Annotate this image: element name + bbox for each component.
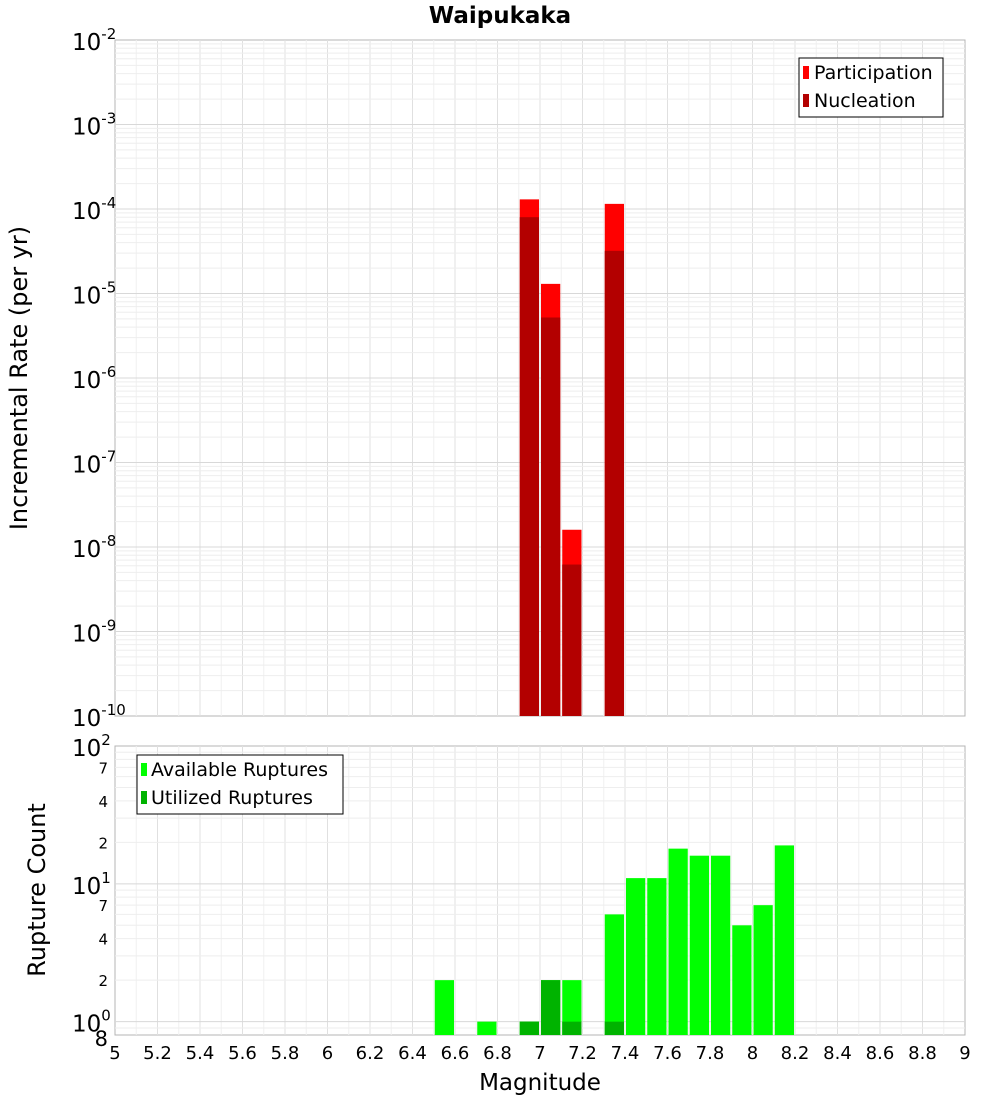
bottom-bar-utilized-ruptures xyxy=(541,980,561,1035)
top-y-axis-label: Incremental Rate (per yr) xyxy=(5,226,33,530)
bottom-bar-available-ruptures xyxy=(562,980,582,1035)
x-tick-label: 8.8 xyxy=(908,1043,937,1064)
x-axis-label: Magnitude xyxy=(479,1070,601,1096)
bottom-y-tick-label: 101 xyxy=(72,869,111,900)
bottom-bar-available-ruptures xyxy=(732,925,752,1035)
top-y-tick-label: 10-10 xyxy=(72,701,126,732)
x-tick-label: 9 xyxy=(959,1043,970,1064)
x-tick-label: 7.4 xyxy=(611,1043,640,1064)
x-tick-labels: 5 5.2 5.4 5.6 5.8 6 6.2 6.4 6.6 6.8 7 7.2 7.4 7.6 7.8 8… xyxy=(109,1043,970,1064)
bottom-y-tick-label: 4 xyxy=(98,931,108,949)
bottom-legend-box xyxy=(136,754,344,815)
top-plot: 10-10 10-9 10-8 10-7 10-6 10-5 10-4 10-3 10-2 In… xyxy=(5,25,966,732)
top-y-tick-label: 10-3 xyxy=(72,110,116,141)
bottom-bar-available-ruptures xyxy=(626,878,646,1035)
x-tick-label: 6.6 xyxy=(441,1043,470,1064)
bottom-bar-available-ruptures xyxy=(753,905,773,1035)
top-y-tick-label: 10-9 xyxy=(72,617,116,648)
top-y-tick-labels: 10-10 10-9 10-8 10-7 10-6 10-5 10-4 10-3 10-2 xyxy=(72,25,126,732)
legend-swatch-available xyxy=(141,763,147,776)
x-tick-label: 8.4 xyxy=(823,1043,852,1064)
bottom-bar-utilized-ruptures xyxy=(519,1021,539,1035)
top-bars xyxy=(519,199,624,717)
bottom-y-tick-label: 2 xyxy=(98,972,108,990)
chart-title: Waipukaka xyxy=(429,3,571,29)
x-tick-label: 8.6 xyxy=(866,1043,895,1064)
legend-label-utilized: Utilized Ruptures xyxy=(151,787,313,809)
bottom-legend: Available Ruptures Utilized Ruptures xyxy=(136,754,344,815)
bottom-y-tick-label: 100 xyxy=(72,1007,111,1038)
bottom-bars xyxy=(434,845,794,1035)
bottom-bar-available-ruptures xyxy=(647,878,667,1035)
bottom-bar-available-ruptures xyxy=(477,1021,497,1035)
bottom-y-axis-label: Rupture Count xyxy=(23,803,51,977)
bottom-y-tick-label: 8 xyxy=(95,1027,108,1051)
x-tick-label: 7.8 xyxy=(696,1043,725,1064)
x-tick-label: 8 xyxy=(747,1043,758,1064)
legend-swatch-nucleation xyxy=(803,94,809,107)
top-legend: Participation Nucleation xyxy=(798,57,944,118)
bottom-bar-utilized-ruptures xyxy=(604,1021,624,1035)
x-tick-label: 6.4 xyxy=(398,1043,427,1064)
legend-swatch-participation xyxy=(803,66,809,79)
x-tick-label: 7.6 xyxy=(653,1043,682,1064)
bottom-bar-available-ruptures xyxy=(668,848,688,1035)
legend-label-nucleation: Nucleation xyxy=(814,90,916,112)
bottom-y-tick-label: 102 xyxy=(72,731,111,762)
bottom-bar-available-ruptures xyxy=(711,855,731,1035)
bottom-y-tick-label: 4 xyxy=(98,793,108,811)
x-tick-label: 5 xyxy=(109,1043,120,1064)
x-tick-label: 6.8 xyxy=(483,1043,512,1064)
bottom-y-tick-label: 2 xyxy=(98,834,108,852)
x-tick-label: 6.2 xyxy=(356,1043,385,1064)
top-bar-nucleation xyxy=(562,564,582,716)
x-tick-label: 5.2 xyxy=(143,1043,172,1064)
bottom-bar-available-ruptures xyxy=(604,914,624,1035)
top-grid xyxy=(115,40,965,716)
x-tick-label: 7 xyxy=(534,1043,545,1064)
x-tick-label: 5.6 xyxy=(228,1043,257,1064)
bottom-bar-utilized-ruptures xyxy=(562,1021,582,1035)
x-tick-label: 5.4 xyxy=(186,1043,215,1064)
top-bar-nucleation xyxy=(541,317,561,716)
x-tick-label: 8.2 xyxy=(781,1043,810,1064)
bottom-y-tick-label: 7 xyxy=(98,759,108,777)
top-y-tick-label: 10-7 xyxy=(72,448,116,479)
top-bar-nucleation xyxy=(519,217,539,716)
x-tick-label: 5.8 xyxy=(271,1043,300,1064)
top-y-tick-label: 10-5 xyxy=(72,279,116,310)
top-y-tick-label: 10-2 xyxy=(72,25,116,56)
top-y-tick-label: 10-4 xyxy=(72,194,116,225)
bottom-y-tick-label: 7 xyxy=(98,897,108,915)
bottom-bar-available-ruptures xyxy=(434,980,454,1035)
legend-label-available: Available Ruptures xyxy=(151,759,328,781)
legend-swatch-utilized xyxy=(141,791,147,804)
x-tick-label: 7.2 xyxy=(568,1043,597,1064)
bottom-bar-available-ruptures xyxy=(689,855,709,1035)
top-bar-nucleation xyxy=(604,250,624,716)
top-y-tick-label: 10-6 xyxy=(72,363,116,394)
bottom-bar-available-ruptures xyxy=(774,845,794,1035)
top-y-tick-label: 10-8 xyxy=(72,532,116,563)
legend-label-participation: Participation xyxy=(814,62,933,84)
top-legend-box xyxy=(798,57,944,118)
x-tick-label: 6 xyxy=(322,1043,333,1064)
